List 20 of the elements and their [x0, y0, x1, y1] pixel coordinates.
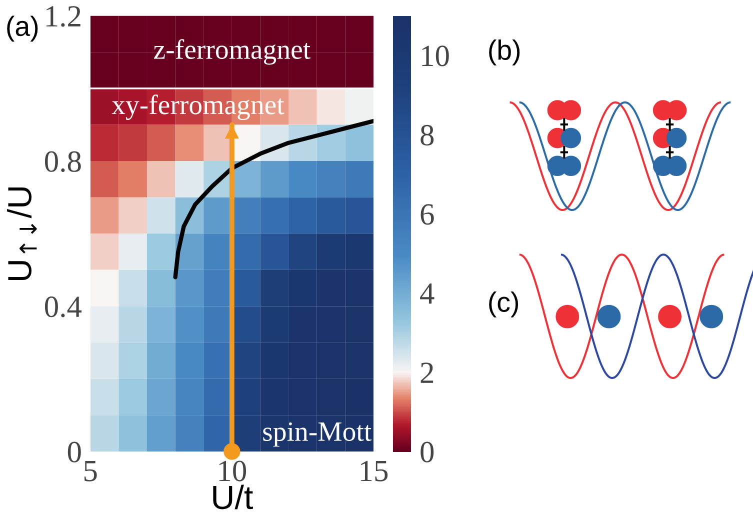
- y-tick-label: 0.8: [44, 151, 81, 172]
- annotation: spin-Mott: [263, 422, 372, 447]
- color-bar-label: 10: [422, 46, 449, 66]
- y-axis-title: U$_{↑↓}$/U: [7, 187, 37, 280]
- chart-title: (a): [7, 16, 38, 42]
- x-tick-label: 15: [360, 460, 388, 482]
- color-bar-label: 8: [420, 124, 434, 146]
- text: (b): [489, 40, 520, 66]
- annotation: z-ferromagnet: [154, 39, 310, 65]
- color-bar-label: 2: [420, 362, 434, 383]
- x-tick-label: 5: [84, 461, 97, 482]
- color-bar-label: 6: [420, 204, 434, 225]
- y-tick-label: 1.2: [46, 6, 80, 27]
- y-tick-label: 0.4: [44, 296, 82, 318]
- x-tick-label: 10: [219, 460, 246, 482]
- color-bar-label: 0: [420, 442, 434, 462]
- color-bar-label: 4: [420, 284, 434, 304]
- x-axis-title: U/t: [213, 484, 253, 510]
- y-tick-label: 0: [68, 442, 81, 462]
- text: (c): [489, 292, 518, 318]
